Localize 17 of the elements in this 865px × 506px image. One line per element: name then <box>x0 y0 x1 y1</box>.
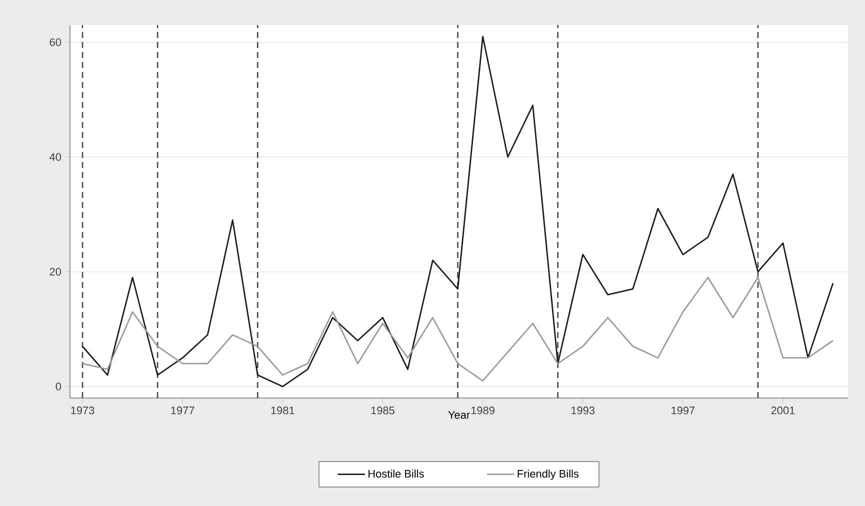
y-tick-label: 20 <box>50 268 62 276</box>
legend-label: Friendly Bills <box>518 470 579 480</box>
legend-label: Hostile Bills <box>368 470 424 478</box>
x-axis-title: Year <box>448 411 470 419</box>
x-tick-label: 1997 <box>672 406 695 414</box>
y-tick-label: 0 <box>56 382 62 390</box>
x-tick-label: 1973 <box>71 406 94 414</box>
x-tick-label: 1989 <box>471 406 494 414</box>
y-tick-label: 60 <box>50 38 62 46</box>
line-series <box>82 36 834 388</box>
x-tick-label: 1977 <box>171 406 194 414</box>
y-tick-label: 40 <box>50 153 62 161</box>
x-tick-label: 1985 <box>371 406 394 414</box>
x-tick-label: 1993 <box>571 406 595 414</box>
x-tick-label: 1981 <box>271 406 294 414</box>
x-tick-label: 2001 <box>771 406 795 414</box>
line-series <box>82 276 834 382</box>
